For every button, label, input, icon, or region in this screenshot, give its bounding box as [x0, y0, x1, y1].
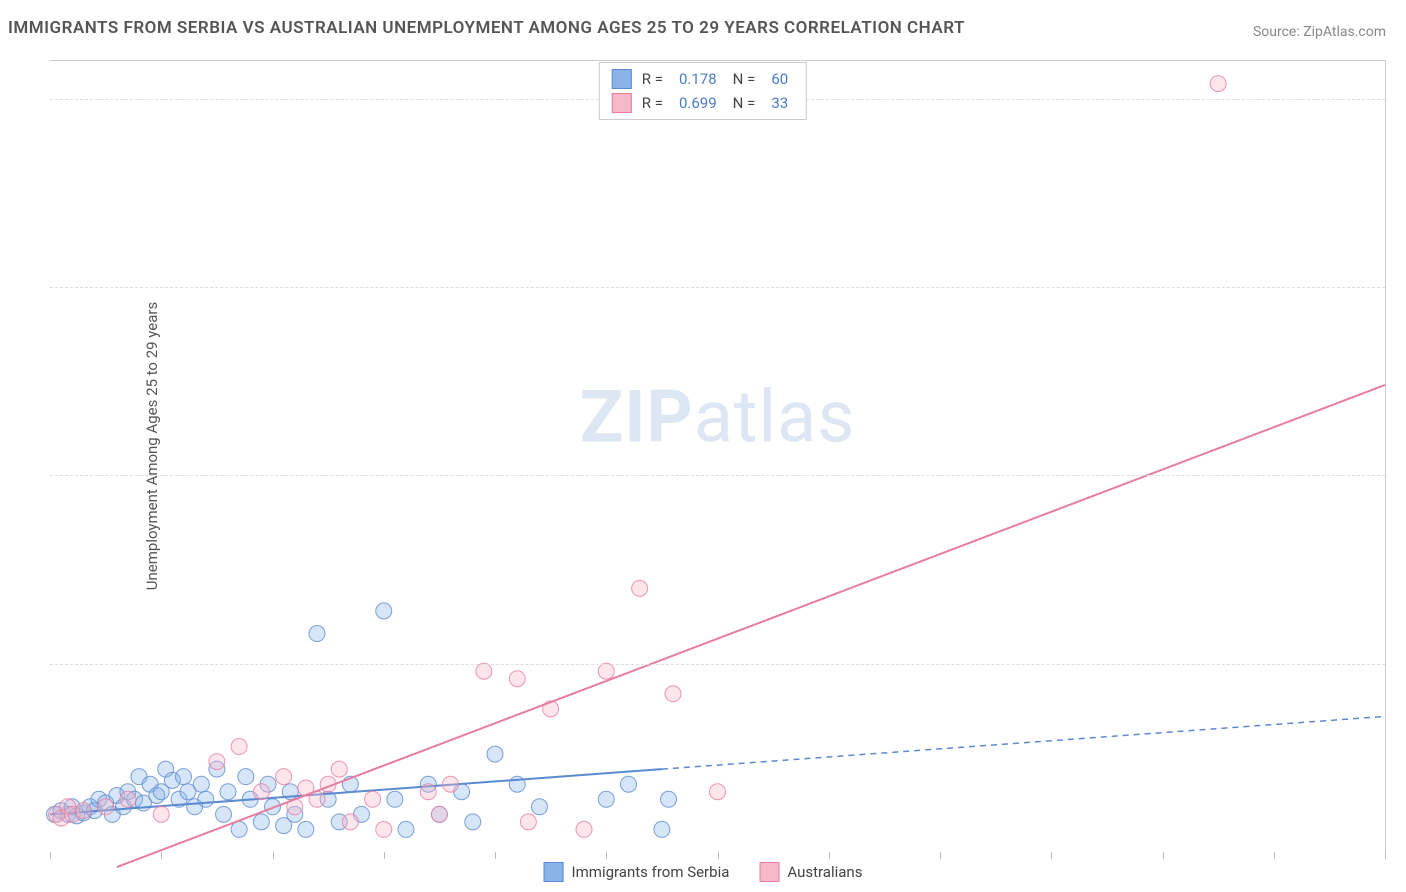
scatter-point — [153, 806, 169, 822]
source-attribution: Source: ZipAtlas.com — [1253, 24, 1386, 40]
trend-line — [117, 385, 1385, 867]
chart-title: IMMIGRANTS FROM SERBIA VS AUSTRALIAN UNE… — [8, 18, 965, 38]
scatter-point — [443, 776, 459, 792]
series-legend: Immigrants from Serbia Australians — [544, 862, 863, 882]
scatter-point — [231, 739, 247, 755]
n-label: N = — [733, 94, 756, 112]
scatter-point — [238, 769, 254, 785]
x-tick — [829, 852, 830, 859]
scatter-point — [487, 746, 503, 762]
swatch-australians-bottom — [759, 862, 779, 882]
y-tick-label: 25.0% — [1397, 654, 1406, 673]
x-tick — [50, 852, 51, 859]
scatter-point — [621, 776, 637, 792]
scatter-point — [198, 791, 214, 807]
scatter-point — [465, 814, 481, 830]
scatter-point — [632, 580, 648, 596]
source-value: ZipAtlas.com — [1303, 24, 1386, 40]
legend-item-australians: Australians — [759, 862, 862, 882]
legend-row-australians: R = 0.699 N = 33 — [612, 91, 794, 115]
y-tick-label: 100.0% — [1397, 89, 1406, 108]
scatter-point — [231, 821, 247, 837]
n-value-australians: 33 — [765, 94, 794, 112]
x-tick — [1051, 852, 1052, 859]
scatter-point — [253, 784, 269, 800]
scatter-point — [654, 821, 670, 837]
scatter-point — [176, 769, 192, 785]
scatter-point — [376, 603, 392, 619]
scatter-point — [342, 814, 358, 830]
scatter-point — [420, 784, 436, 800]
trend-line-dashed — [662, 716, 1385, 769]
scatter-point — [193, 776, 209, 792]
gridline-horizontal — [50, 664, 1385, 665]
scatter-point — [98, 799, 114, 815]
scatter-point — [75, 803, 91, 819]
swatch-serbia — [612, 69, 632, 89]
scatter-point — [431, 806, 447, 822]
scatter-point — [476, 663, 492, 679]
x-tick — [1163, 852, 1164, 859]
scatter-point — [387, 791, 403, 807]
x-tick — [1274, 852, 1275, 859]
x-tick — [718, 852, 719, 859]
scatter-point — [209, 754, 225, 770]
scatter-point — [598, 663, 614, 679]
r-label: R = — [642, 94, 663, 112]
y-tick-label: 75.0% — [1397, 278, 1406, 297]
gridline-horizontal — [50, 475, 1385, 476]
x-tick — [940, 852, 941, 859]
scatter-point — [509, 671, 525, 687]
x-tick — [606, 852, 607, 859]
scatter-point — [1210, 76, 1226, 92]
legend-label-australians: Australians — [787, 863, 862, 881]
r-label: R = — [642, 70, 663, 88]
legend-label-serbia: Immigrants from Serbia — [572, 863, 730, 881]
gridline-horizontal — [50, 287, 1385, 288]
n-label: N = — [733, 70, 756, 88]
x-tick — [161, 852, 162, 859]
scatter-plot-svg — [50, 61, 1385, 852]
scatter-point — [309, 626, 325, 642]
n-value-serbia: 60 — [765, 70, 794, 88]
scatter-point — [598, 791, 614, 807]
scatter-point — [665, 686, 681, 702]
scatter-point — [376, 821, 392, 837]
legend-item-serbia: Immigrants from Serbia — [544, 862, 730, 882]
chart-plot-area: ZIPatlas 25.0%50.0%75.0%100.0% — [50, 60, 1386, 852]
x-tick — [384, 852, 385, 859]
scatter-point — [710, 784, 726, 800]
scatter-point — [331, 761, 347, 777]
scatter-point — [532, 799, 548, 815]
swatch-australians — [612, 93, 632, 113]
scatter-point — [661, 791, 677, 807]
legend-row-serbia: R = 0.178 N = 60 — [612, 67, 794, 91]
x-tick — [273, 852, 274, 859]
y-tick-label: 50.0% — [1397, 466, 1406, 485]
scatter-point — [576, 821, 592, 837]
x-tick — [1385, 852, 1386, 859]
correlation-legend-box: R = 0.178 N = 60 R = 0.699 N = 33 — [599, 62, 807, 120]
source-label: Source: — [1253, 24, 1300, 40]
scatter-point — [120, 791, 136, 807]
r-value-australians: 0.699 — [673, 94, 723, 112]
scatter-point — [276, 769, 292, 785]
scatter-point — [253, 814, 269, 830]
r-value-serbia: 0.178 — [673, 70, 723, 88]
scatter-point — [216, 806, 232, 822]
scatter-point — [365, 791, 381, 807]
x-tick — [495, 852, 496, 859]
swatch-serbia-bottom — [544, 862, 564, 882]
scatter-point — [398, 821, 414, 837]
scatter-point — [520, 814, 536, 830]
scatter-point — [298, 821, 314, 837]
scatter-point — [220, 784, 236, 800]
